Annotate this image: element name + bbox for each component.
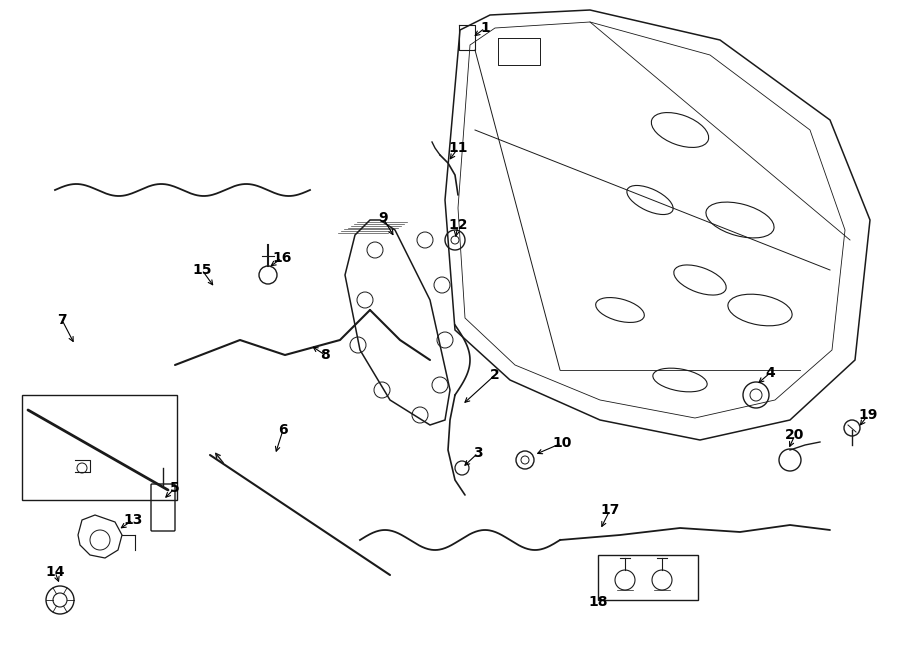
Text: 13: 13 <box>123 513 143 527</box>
Text: 14: 14 <box>45 565 65 579</box>
Bar <box>598 555 698 600</box>
Text: 6: 6 <box>278 423 288 437</box>
Bar <box>22 395 177 500</box>
Text: 4: 4 <box>765 366 775 380</box>
Text: 7: 7 <box>58 313 67 327</box>
Text: 9: 9 <box>378 211 388 225</box>
Text: 2: 2 <box>491 368 500 382</box>
Text: 1: 1 <box>480 21 490 35</box>
Text: 18: 18 <box>589 595 608 609</box>
Text: 17: 17 <box>600 503 620 517</box>
Text: 20: 20 <box>786 428 805 442</box>
Text: 8: 8 <box>320 348 330 362</box>
Text: 11: 11 <box>448 141 468 155</box>
Text: 19: 19 <box>859 408 877 422</box>
Text: 5: 5 <box>170 481 180 495</box>
Text: 10: 10 <box>553 436 572 450</box>
Text: 15: 15 <box>193 263 212 277</box>
Text: 3: 3 <box>473 446 482 460</box>
Text: 16: 16 <box>273 251 292 265</box>
Text: 12: 12 <box>448 218 468 232</box>
